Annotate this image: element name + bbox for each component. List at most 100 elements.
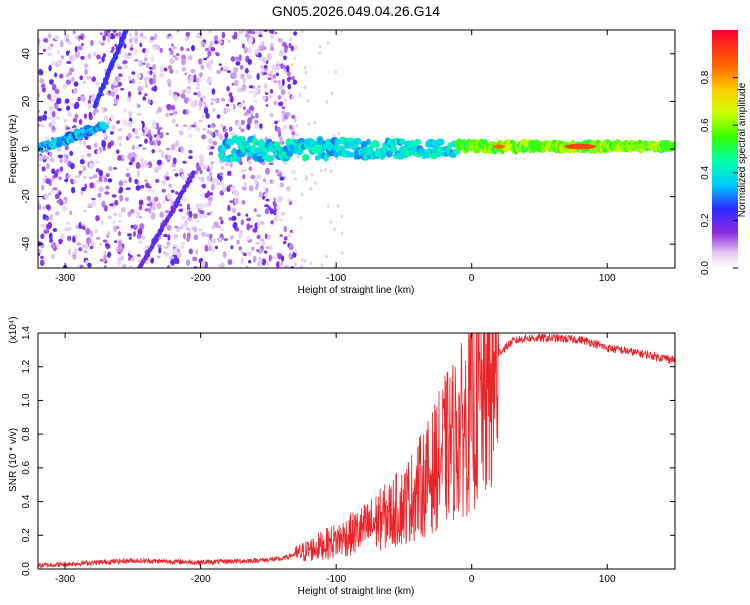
spectrogram-noise-cell bbox=[246, 217, 252, 222]
spectrogram-noise-cell bbox=[66, 60, 72, 65]
spectrogram-noise-cell bbox=[182, 160, 187, 164]
spectrogram-noise-cell bbox=[209, 59, 214, 65]
spectrogram-noise-cell bbox=[56, 168, 60, 173]
spectrogram-noise-cell bbox=[75, 225, 79, 229]
spectrogram-noise-cell bbox=[214, 129, 219, 133]
spectrogram-noise-cell bbox=[45, 204, 51, 210]
spectrogram-noise-cell bbox=[89, 182, 95, 189]
spectrogram-noise-cell bbox=[269, 34, 275, 40]
spectrogram-noise-cell bbox=[281, 141, 285, 145]
snr-x-tick-label: -100 bbox=[326, 574, 346, 585]
spectrogram-noise-cell bbox=[39, 259, 45, 267]
spectrogram-noise-cell bbox=[274, 31, 278, 35]
spectrogram-noise-cell bbox=[129, 47, 134, 51]
spectrogram-noise-cell bbox=[283, 55, 287, 61]
spectrogram-noise-cell bbox=[99, 258, 104, 262]
spectrogram-noise-cell bbox=[303, 65, 307, 70]
spectrogram-noise-cell bbox=[42, 206, 46, 211]
spectrogram-noise-cell bbox=[198, 119, 203, 123]
spectrogram-noise-cell bbox=[110, 83, 115, 90]
spectrogram-noise-cell bbox=[138, 91, 142, 95]
spectrogram-noise-cell bbox=[281, 106, 286, 110]
spectrogram-noise-cell bbox=[153, 44, 158, 47]
spectrogram-noise-cell bbox=[284, 47, 288, 54]
spectrogram-noise-cell bbox=[233, 197, 239, 205]
spectrogram-noise-cell bbox=[176, 248, 181, 253]
spectrogram-noise-cell bbox=[223, 238, 228, 241]
spectrogram-noise-cell bbox=[49, 238, 53, 243]
spectrogram-noise-cell bbox=[324, 168, 327, 172]
spectrogram-noise-cell bbox=[161, 188, 166, 193]
spectrogram-band-cell bbox=[323, 153, 329, 162]
spectrogram-noise-cell bbox=[257, 85, 262, 88]
spectrogram-noise-cell bbox=[38, 163, 42, 167]
spectrogram-noise-cell bbox=[208, 211, 213, 215]
spectrogram-noise-cell bbox=[74, 46, 78, 53]
spectrogram-noise-cell bbox=[280, 88, 286, 96]
spectrogram-noise-cell bbox=[279, 234, 283, 238]
spectrogram-noise-cell bbox=[103, 115, 109, 122]
colorbar-tick-label: 0.2 bbox=[700, 213, 711, 227]
spectrogram-noise-cell bbox=[288, 243, 294, 251]
spectrogram-noise-cell bbox=[273, 100, 278, 106]
spectrogram-x-tick-label: 0 bbox=[469, 273, 475, 284]
spectrogram-noise-cell bbox=[70, 163, 75, 170]
spectrogram-noise-cell bbox=[190, 100, 196, 108]
spectrogram-noise-cell bbox=[133, 49, 138, 55]
spectrogram-noise-cell bbox=[277, 119, 281, 122]
spectrogram-noise-cell bbox=[118, 142, 123, 147]
spectrogram-noise-cell bbox=[250, 174, 256, 180]
spectrogram-noise-cell bbox=[73, 248, 78, 255]
spectrogram-noise-cell bbox=[54, 103, 59, 110]
spectrogram-noise-cell bbox=[307, 122, 311, 126]
spectrogram-noise-cell bbox=[96, 150, 101, 154]
spectrogram-noise-cell bbox=[138, 199, 144, 206]
spectrogram-noise-cell bbox=[199, 193, 204, 197]
spectrogram-noise-cell bbox=[167, 234, 171, 241]
spectrogram-x-tick-label: 100 bbox=[599, 273, 616, 284]
spectrogram-noise-cell bbox=[50, 129, 56, 133]
spectrogram-noise-cell bbox=[325, 254, 328, 259]
spectrogram-noise-cell bbox=[142, 36, 148, 40]
spectrogram-noise-cell bbox=[210, 40, 213, 47]
spectrogram-noise-cell bbox=[104, 30, 109, 35]
spectrogram-noise-cell bbox=[137, 104, 141, 108]
spectrogram-noise-cell bbox=[138, 59, 143, 68]
spectrogram-x-tick-label: -300 bbox=[55, 273, 75, 284]
spectrogram-noise-cell bbox=[103, 176, 108, 183]
spectrogram-noise-cell bbox=[154, 166, 159, 174]
spectrogram-noise-cell bbox=[181, 89, 187, 94]
spectrogram-noise-cell bbox=[253, 208, 257, 213]
spectrogram-noise-cell bbox=[191, 44, 195, 52]
snr-x-ticks: -300 -200 -100 0 100 bbox=[55, 333, 616, 585]
spectrogram-noise-cell bbox=[144, 82, 148, 89]
spectrogram-noise-cell bbox=[58, 238, 63, 245]
spectrogram-noise-cell bbox=[215, 245, 218, 250]
spectrogram-noise-cell bbox=[170, 258, 176, 266]
spectrogram-noise-cell bbox=[216, 131, 220, 137]
spectrogram-peak bbox=[492, 144, 505, 149]
spectrogram-noise-cell bbox=[269, 208, 274, 215]
spectrogram-noise-cell bbox=[52, 187, 58, 191]
spectrogram-noise-cell bbox=[127, 91, 132, 98]
spectrogram-noise-cell bbox=[68, 248, 71, 256]
spectrogram-noise-cell bbox=[335, 156, 339, 161]
spectrogram-noise-cell bbox=[255, 185, 259, 191]
spectrogram-noise-cell bbox=[238, 246, 242, 251]
spectrogram-noise-cell bbox=[248, 260, 252, 264]
spectrogram-noise-cell bbox=[40, 83, 46, 89]
spectrogram-noise-cell bbox=[262, 178, 267, 182]
spectrogram-noise-cell bbox=[193, 234, 198, 241]
spectrogram-noise-cell bbox=[186, 236, 190, 242]
spectrogram-noise-cell bbox=[110, 91, 116, 97]
spectrogram-noise-cell bbox=[270, 30, 275, 35]
spectrogram-noise-cell bbox=[201, 134, 207, 140]
spectrogram-noise-cell bbox=[240, 257, 244, 265]
spectrogram-noise-cell bbox=[166, 159, 171, 163]
spectrogram-noise-cell bbox=[144, 245, 149, 249]
spectrogram-band-cell bbox=[325, 138, 332, 146]
spectrogram-noise-cell bbox=[168, 183, 172, 188]
spectrogram-noise-cell bbox=[50, 253, 56, 260]
spectrogram-noise-cell bbox=[77, 45, 83, 51]
spectrogram-noise-cell bbox=[116, 225, 120, 230]
